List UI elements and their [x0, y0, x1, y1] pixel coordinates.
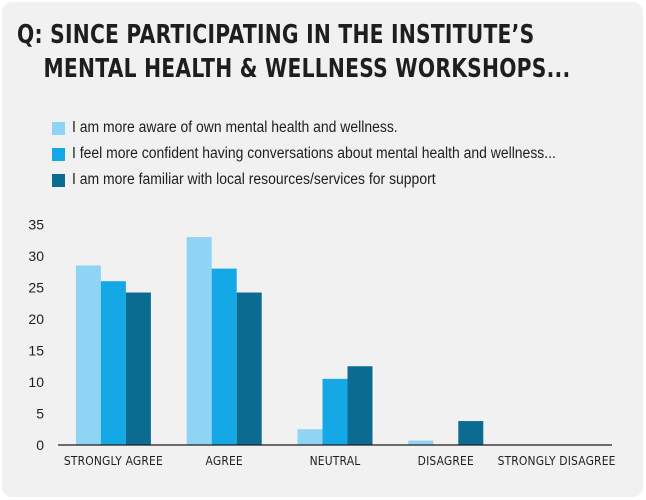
chart-title-line-1: Q: SINCE PARTICIPATING IN THE INSTITUTE’…	[17, 20, 535, 50]
chart-title: Q: SINCE PARTICIPATING IN THE INSTITUTE’…	[17, 18, 571, 86]
legend-swatch-aware	[52, 121, 65, 135]
bar-neutral-series-2	[322, 378, 348, 445]
bar-neutral-series-1	[297, 429, 323, 445]
y-tick-label-0: 0	[36, 437, 44, 453]
y-tick-label-10: 10	[28, 374, 44, 390]
legend-label-confident: I feel more confident having conversatio…	[72, 145, 556, 162]
bars	[75, 237, 484, 445]
bar-neutral-series-3	[347, 366, 373, 445]
bar-strongly-agree-series-2	[100, 281, 126, 445]
y-axis-ticks: 0 5 10 15 20 25 30 35	[28, 217, 44, 454]
y-tick-label-20: 20	[28, 311, 44, 327]
legend-item-aware: I am more aware of own mental health and…	[52, 115, 610, 141]
y-tick-label-5: 5	[36, 406, 44, 422]
y-tick-label-35: 35	[28, 217, 44, 233]
bar-agree-series-2	[211, 268, 237, 445]
bar-strongly-agree-series-1	[75, 265, 101, 445]
x-category-label-strongly-agree: STRONGLY AGREE	[64, 453, 163, 468]
x-category-label-strongly-disagree: STRONGLY DISAGREE	[498, 453, 616, 468]
bar-disagree-series-1	[408, 440, 434, 445]
bar-agree-series-1	[186, 237, 212, 445]
x-category-label-neutral: NEUTRAL	[310, 453, 361, 468]
legend-item-confident: I feel more confident having conversatio…	[52, 141, 610, 167]
y-tick-label-30: 30	[28, 248, 44, 264]
chart-legend: I am more aware of own mental health and…	[52, 115, 610, 193]
x-axis-labels: STRONGLY AGREE AGREE NEUTRAL DISAGREE STRONG…	[64, 453, 616, 468]
legend-swatch-familiar	[52, 173, 65, 187]
x-category-label-agree: AGREE	[206, 453, 243, 468]
bar-disagree-series-3	[458, 421, 484, 445]
legend-swatch-confident	[52, 147, 65, 161]
chart-title-line-2: MENTAL HEALTH & WELLNESS WORKSHOPS...	[43, 54, 571, 84]
y-tick-label-25: 25	[28, 280, 44, 296]
bar-strongly-agree-series-3	[125, 292, 151, 445]
x-category-label-disagree: DISAGREE	[418, 453, 474, 468]
legend-item-familiar: I am more familiar with local resources/…	[52, 167, 610, 193]
legend-label-familiar: I am more familiar with local resources/…	[72, 171, 436, 188]
legend-label-aware: I am more aware of own mental health and…	[72, 119, 398, 136]
y-tick-label-15: 15	[28, 343, 44, 359]
bar-agree-series-3	[236, 292, 262, 445]
